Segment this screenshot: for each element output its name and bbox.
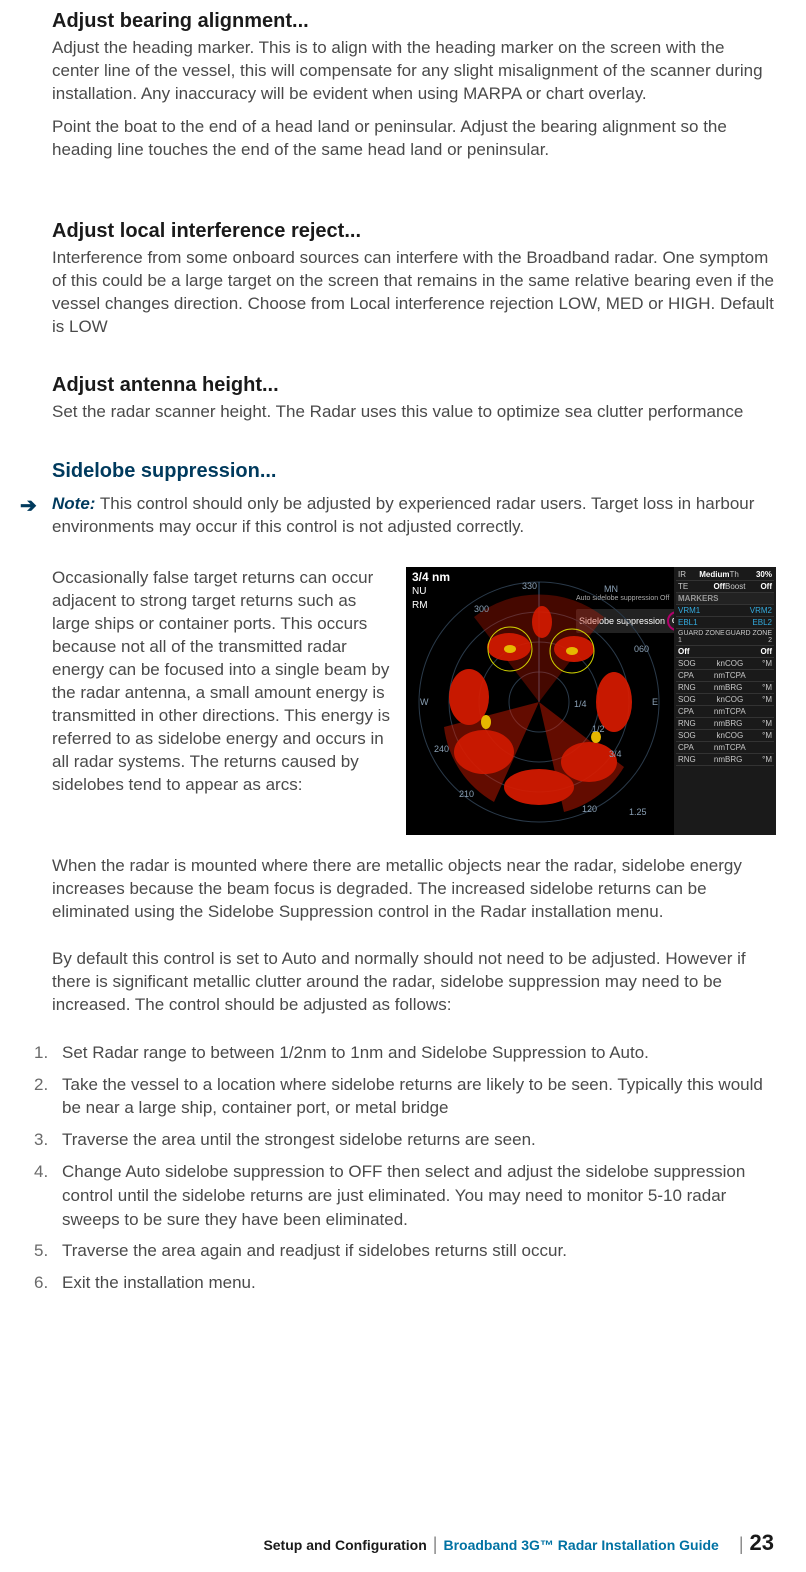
svg-text:210: 210	[459, 789, 474, 799]
step-item: Take the vessel to a location where side…	[34, 1073, 774, 1121]
info-row: EBL1 EBL2	[676, 617, 774, 629]
radar-ppi: 330 300 240 210 120 060 W E MN 1/4 1/2	[414, 577, 664, 827]
info-row: Off Off	[676, 646, 774, 658]
info-cell: VRM2	[725, 606, 772, 615]
footer-doc-title: Broadband 3G™ Radar Installation Guide	[443, 1537, 718, 1553]
info-data-row: SOGknCOG°M	[676, 694, 774, 706]
info-row: TE Off Boost Off	[676, 581, 774, 593]
info-data-row: RNGnmBRG°M	[676, 754, 774, 766]
page-footer: Setup and Configuration | Broadband 3G™ …	[263, 1530, 774, 1556]
paragraph: Interference from some onboard sources c…	[52, 247, 774, 339]
svg-text:MN: MN	[604, 584, 618, 594]
info-cell: EBL2	[725, 618, 772, 627]
heading-interference: Adjust local interference reject...	[52, 220, 774, 243]
steps-list: Set Radar range to between 1/2nm to 1nm …	[34, 1041, 774, 1295]
info-cell: VRM1	[678, 606, 725, 615]
footer-divider: |	[739, 1534, 744, 1555]
step-item: Traverse the area until the strongest si…	[34, 1128, 774, 1152]
footer-page-number: 23	[750, 1530, 774, 1556]
info-cell: GUARD ZONE 1	[678, 630, 725, 644]
radar-screenshot: 3/4 nm NU RM Auto sidelobe suppression O…	[406, 567, 776, 835]
info-data-row: CPAnmTCPA	[676, 670, 774, 682]
arrow-icon: ➔	[12, 493, 52, 519]
paragraph: Adjust the heading marker. This is to al…	[52, 37, 774, 106]
step-item: Exit the installation menu.	[34, 1271, 774, 1295]
paragraph: Point the boat to the end of a head land…	[52, 116, 774, 162]
heading-sidelobe: Sidelobe suppression...	[52, 460, 774, 483]
info-data-row: CPAnmTCPA	[676, 742, 774, 754]
info-cell: GUARD ZONE 2	[725, 630, 772, 644]
svg-text:E: E	[652, 697, 658, 707]
svg-text:3/4: 3/4	[609, 749, 622, 759]
svg-text:120: 120	[582, 804, 597, 814]
note-text: Note: This control should only be adjust…	[52, 493, 774, 539]
info-section: MARKERS	[676, 593, 774, 605]
svg-text:1/2: 1/2	[592, 724, 605, 734]
info-cell: Th	[729, 570, 750, 579]
heading-antenna: Adjust antenna height...	[52, 374, 774, 397]
info-cell: Off	[678, 647, 725, 656]
info-row: VRM1 VRM2	[676, 605, 774, 617]
info-cell: Off	[725, 647, 772, 656]
info-cell: IR	[678, 570, 699, 579]
info-cell: Off	[702, 582, 726, 591]
svg-text:1.25: 1.25	[629, 807, 647, 817]
svg-text:1/4: 1/4	[574, 699, 587, 709]
svg-text:060: 060	[634, 644, 649, 654]
paragraph: By default this control is set to Auto a…	[52, 948, 774, 1017]
sidelobe-image-col: 3/4 nm NU RM Auto sidelobe suppression O…	[406, 567, 776, 835]
info-data-row: CPAnmTCPA	[676, 706, 774, 718]
step-item: Traverse the area again and readjust if …	[34, 1239, 774, 1263]
footer-divider: |	[433, 1534, 438, 1555]
content-column: Adjust bearing alignment... Adjust the h…	[52, 0, 774, 1295]
note-label: Note:	[52, 494, 95, 513]
info-data-row: SOGknCOG°M	[676, 658, 774, 670]
info-cell: EBL1	[678, 618, 725, 627]
note-callout: ➔ Note: This control should only be adju…	[12, 493, 774, 539]
paragraph: When the radar is mounted where there ar…	[52, 855, 774, 924]
paragraph: Set the radar scanner height. The Radar …	[52, 401, 774, 424]
sidelobe-columns: Occasionally false target returns can oc…	[52, 567, 774, 835]
info-data-row: RNGnmBRG°M	[676, 718, 774, 730]
svg-text:330: 330	[522, 581, 537, 591]
note-body: This control should only be adjusted by …	[52, 494, 754, 536]
sidelobe-text-col: Occasionally false target returns can oc…	[52, 567, 392, 835]
info-data-row: SOGknCOG°M	[676, 730, 774, 742]
info-cell: 30%	[751, 570, 772, 579]
svg-text:240: 240	[434, 744, 449, 754]
step-item: Set Radar range to between 1/2nm to 1nm …	[34, 1041, 774, 1065]
svg-text:300: 300	[474, 604, 489, 614]
info-cell: Off	[749, 582, 773, 591]
step-item: Change Auto sidelobe suppression to OFF …	[34, 1160, 774, 1231]
page: Adjust bearing alignment... Adjust the h…	[0, 0, 806, 1572]
svg-text:W: W	[420, 697, 429, 707]
footer-section: Setup and Configuration	[263, 1537, 426, 1553]
radar-info-panel: IR Medium Th 30% TE Off Boost Off MARKER…	[674, 567, 776, 835]
heading-bearing: Adjust bearing alignment...	[52, 10, 774, 33]
info-cell: Boost	[725, 582, 749, 591]
info-data-row: RNGnmBRG°M	[676, 682, 774, 694]
info-row: GUARD ZONE 1 GUARD ZONE 2	[676, 629, 774, 646]
info-cell: TE	[678, 582, 702, 591]
info-row: IR Medium Th 30%	[676, 569, 774, 581]
info-cell: Medium	[699, 570, 729, 579]
